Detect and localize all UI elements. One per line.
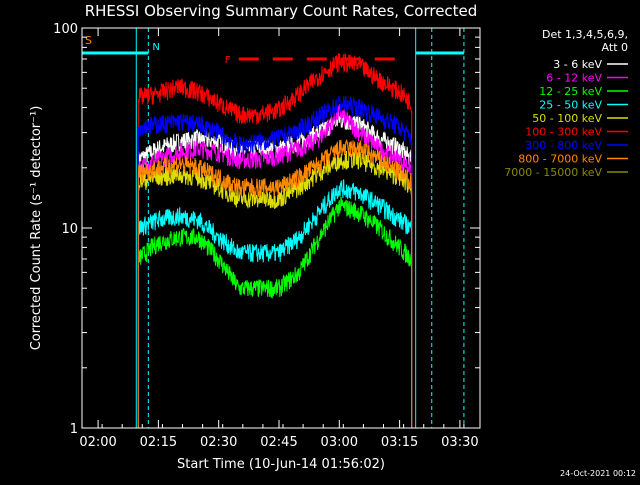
series-line-6: [137, 95, 413, 428]
x-tick-label-0: 02:00: [79, 435, 116, 450]
legend-label-0: 3 - 6 keV: [553, 58, 602, 71]
legend-label-1: 6 - 12 keV: [546, 72, 602, 85]
x-tick-label-5: 03:15: [381, 435, 418, 450]
y-axis-label: Corrected Count Rate (s⁻¹ detector⁻¹): [29, 106, 44, 351]
series-line-1: [137, 104, 413, 428]
x-tick-label-4: 03:00: [321, 435, 358, 450]
x-tick-label-2: 02:30: [200, 435, 237, 450]
series-line-2: [137, 196, 413, 428]
legend-label-2: 12 - 25 keV: [539, 85, 602, 98]
night-flag-label: N: [152, 42, 159, 53]
y-tick-label-2: 100: [53, 22, 78, 37]
flare-flag-label: F: [225, 55, 231, 66]
legend-label-7: 800 - 7000 keV: [518, 153, 602, 166]
series-line-7: [137, 139, 413, 428]
data-layer: S N F: [82, 28, 465, 428]
legend-label-8: 7000 - 15000 keV: [504, 166, 602, 179]
legend-header-1: Att 0: [602, 41, 628, 54]
legend-label-4: 50 - 100 keV: [532, 112, 602, 125]
y-tick-label-0: 1: [70, 422, 78, 437]
legend-label-5: 100 - 300 keV: [525, 126, 602, 139]
legend-header-0: Det 1,3,4,5,6,9,: [542, 28, 628, 41]
axes-layer: 02:00 02:15 02:30 02:45 03:00 03:15 03:30 1 10 10…: [53, 22, 480, 450]
saa-flag-label: S: [85, 34, 92, 47]
x-axis-label: Start Time (10-Jun-14 01:56:02): [177, 457, 385, 472]
legend-label-6: 300 - 800 keV: [525, 139, 602, 152]
timestamp: 24-Oct-2021 00:12: [560, 469, 636, 478]
chart-title: RHESSI Observing Summary Count Rates, Co…: [85, 2, 478, 20]
series-line-3: [137, 179, 413, 428]
x-tick-label-1: 02:15: [140, 435, 177, 450]
x-tick-label-6: 03:30: [441, 435, 478, 450]
x-tick-label-3: 02:45: [260, 435, 297, 450]
y-tick-label-1: 10: [61, 222, 78, 237]
series-line-5: [137, 53, 413, 428]
legend-label-3: 25 - 50 keV: [539, 99, 602, 112]
